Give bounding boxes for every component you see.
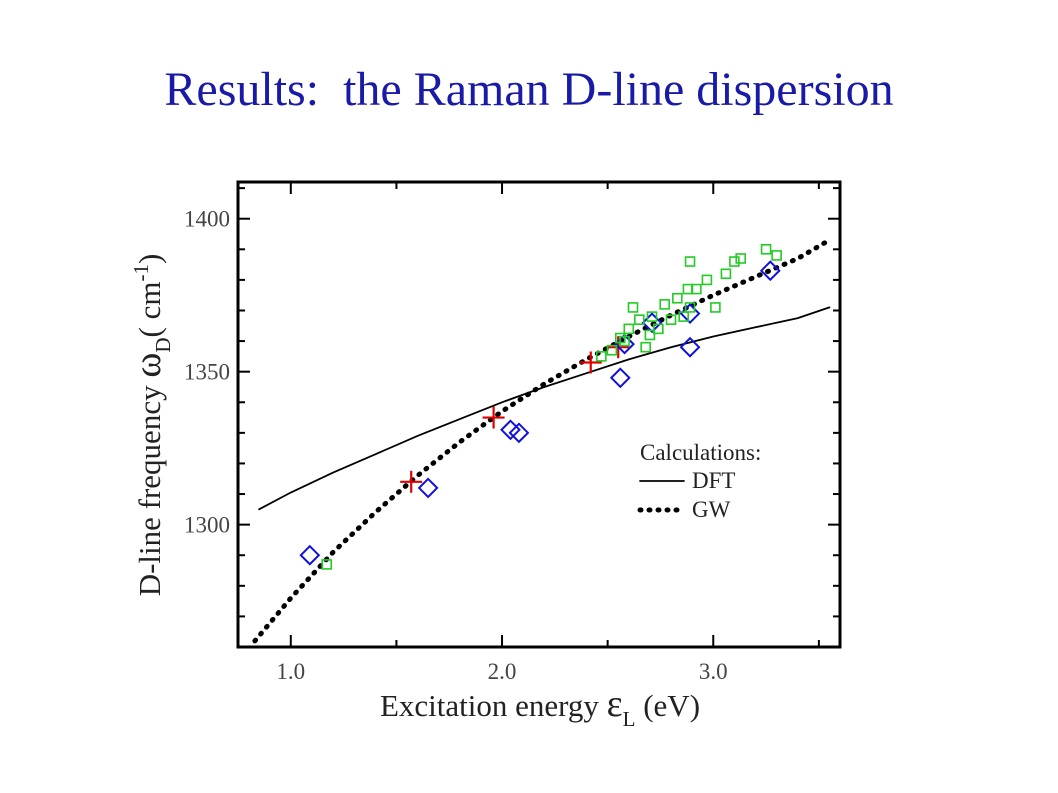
- marker-square-green: [659, 299, 670, 310]
- marker-diamond-blue: [641, 312, 663, 334]
- marker-square-green: [596, 351, 607, 362]
- legend-title: Calculations:: [640, 440, 761, 465]
- marker-square-green: [760, 244, 772, 255]
- x-axis-title-tail: (eV): [635, 688, 700, 723]
- series-line-dft: [258, 306, 831, 511]
- x-tick-label: 2.0: [488, 659, 517, 684]
- marker-square-green: [665, 314, 677, 325]
- marker-diamond-blue: [679, 336, 701, 358]
- tick-labels: 1.0 2.0 3.0 1300 1350 1400: [184, 207, 728, 684]
- y-tick-label: 1400: [184, 207, 230, 232]
- series-line-gw: [252, 237, 832, 644]
- marker-square-green: [646, 311, 658, 322]
- marker-square-green: [672, 292, 683, 304]
- marker-diamond-blue: [299, 544, 321, 566]
- marker-plus-red: [482, 406, 505, 429]
- marker-square-green: [701, 274, 713, 286]
- marker-square-green: [678, 311, 689, 322]
- marker-square-green: [606, 344, 618, 356]
- marker-plus-red: [579, 351, 602, 374]
- series-lines: [252, 237, 832, 644]
- marker-square-green: [684, 302, 696, 313]
- y-axis-title-sup: -1: [129, 264, 153, 282]
- marker-diamond-blue: [500, 419, 521, 441]
- series-markers: [299, 244, 782, 570]
- marker-diamond-blue: [614, 333, 635, 355]
- marker-diamond-blue: [679, 303, 701, 324]
- marker-diamond-blue: [609, 367, 631, 389]
- marker-square-green: [644, 329, 656, 341]
- marker-square-green: [321, 559, 333, 570]
- slide-title: Results: the Raman D-line dispersion: [164, 63, 894, 116]
- y-tick-label: 1350: [184, 360, 230, 385]
- x-axis-title-main: Excitation energy: [380, 688, 607, 723]
- marker-square-green: [634, 314, 645, 325]
- y-axis-title-main: D-line frequency: [132, 378, 167, 597]
- marker-square-green: [640, 341, 651, 353]
- plot-frame: [236, 180, 842, 649]
- plot-border: [236, 180, 842, 649]
- marker-diamond-blue: [759, 260, 781, 282]
- marker-square-green: [627, 302, 639, 313]
- marker-square-green: [684, 256, 696, 267]
- legend-label-gw: GW: [692, 497, 731, 522]
- y-axis-title-symbol: ω: [127, 353, 169, 378]
- marker-diamond-blue: [508, 422, 530, 444]
- y-axis-title-sub: D: [151, 337, 175, 352]
- x-axis-title-symbol: ε: [607, 683, 623, 725]
- marker-square-green: [619, 335, 630, 347]
- marker-square-green: [653, 323, 664, 335]
- x-axis-title-sub: L: [623, 707, 636, 731]
- marker-square-green: [735, 253, 747, 264]
- marker-square-green: [710, 302, 721, 313]
- y-axis-title-tail: ( cm: [132, 282, 167, 338]
- y-axis-title-end: ): [132, 254, 167, 264]
- chart-legend: Calculations: DFT GW: [637, 440, 761, 522]
- x-tick-label: 1.0: [276, 659, 305, 684]
- marker-square-green: [771, 250, 782, 261]
- marker-square-green: [720, 268, 732, 280]
- marker-diamond-blue: [417, 477, 439, 499]
- marker-square-green: [729, 256, 740, 267]
- y-axis-title: D-line frequency ωD( cm-1): [127, 254, 175, 597]
- marker-plus-red: [400, 470, 423, 493]
- marker-square-green: [623, 323, 635, 335]
- marker-square-green: [682, 283, 694, 295]
- axis-ticks: [238, 182, 840, 647]
- x-axis-title: Excitation energy εL (eV): [380, 683, 700, 731]
- x-tick-label: 3.0: [699, 659, 728, 684]
- y-tick-label: 1300: [184, 513, 230, 538]
- legend-label-dft: DFT: [692, 468, 735, 493]
